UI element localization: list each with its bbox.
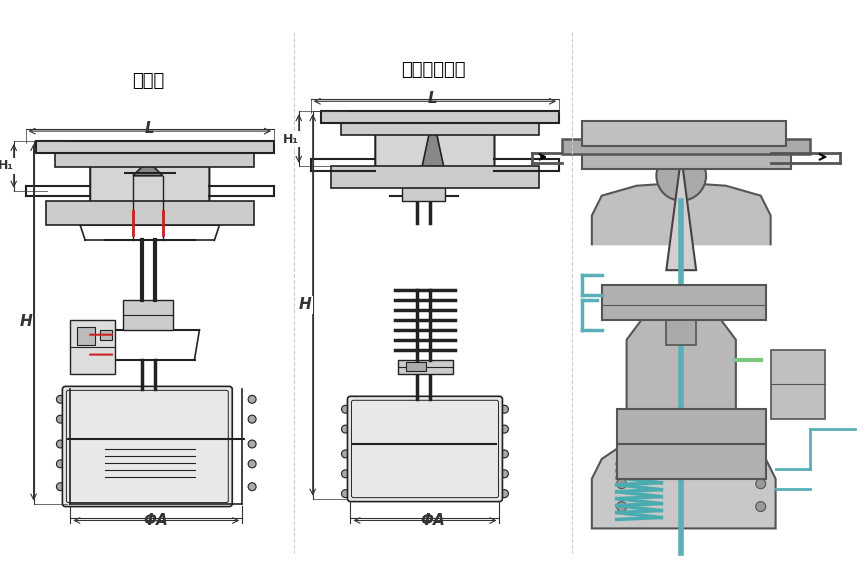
Bar [100,330,112,340]
Circle shape [501,450,509,458]
Circle shape [56,415,64,423]
Bar [35,141,274,153]
Bar [666,315,696,345]
Bar [402,186,445,201]
Bar [330,166,539,188]
Circle shape [342,425,349,433]
Circle shape [617,414,626,424]
Circle shape [756,414,766,424]
Circle shape [756,456,766,466]
Circle shape [342,470,349,478]
Bar [582,121,785,146]
Circle shape [248,415,256,423]
Bar [771,350,825,419]
Circle shape [501,425,509,433]
Bar [341,119,539,135]
Text: H₁: H₁ [283,132,298,146]
Text: L: L [428,91,438,106]
Polygon shape [90,149,209,225]
Circle shape [56,395,64,403]
Bar [46,201,254,225]
Bar [398,359,452,375]
Circle shape [56,440,64,448]
Circle shape [617,456,626,466]
Text: 标准型: 标准型 [131,72,164,91]
Circle shape [248,440,256,448]
Bar [406,362,426,372]
Circle shape [342,490,349,497]
Bar [562,139,811,154]
Bar [321,111,559,123]
FancyBboxPatch shape [348,396,503,502]
Bar [617,409,766,479]
Text: ΦA: ΦA [144,513,168,529]
Circle shape [657,151,706,201]
Polygon shape [626,315,736,409]
Circle shape [617,479,626,489]
Bar [123,300,173,330]
Circle shape [501,490,509,497]
Bar [55,149,254,167]
Circle shape [342,450,349,458]
Text: H₁: H₁ [0,159,14,172]
Circle shape [248,460,256,468]
Circle shape [501,470,509,478]
Circle shape [756,434,766,444]
Text: L: L [145,121,155,136]
Circle shape [756,502,766,512]
Circle shape [56,483,64,490]
Text: H: H [298,298,311,312]
Circle shape [342,405,349,413]
Circle shape [617,502,626,512]
Circle shape [248,395,256,403]
Bar [582,151,791,169]
Polygon shape [592,444,776,529]
Text: H: H [19,315,32,329]
Bar [70,320,115,375]
Circle shape [56,460,64,468]
Circle shape [501,405,509,413]
Polygon shape [666,156,696,270]
Polygon shape [418,116,448,186]
Bar [602,285,766,320]
Circle shape [248,483,256,490]
Polygon shape [375,119,495,188]
Polygon shape [592,183,771,245]
Bar [77,327,95,345]
FancyBboxPatch shape [62,386,233,507]
Text: ΦA: ΦA [420,513,445,529]
Circle shape [756,479,766,489]
Text: 散热、高温型: 散热、高温型 [400,61,465,79]
Polygon shape [133,161,163,176]
Circle shape [617,434,626,444]
